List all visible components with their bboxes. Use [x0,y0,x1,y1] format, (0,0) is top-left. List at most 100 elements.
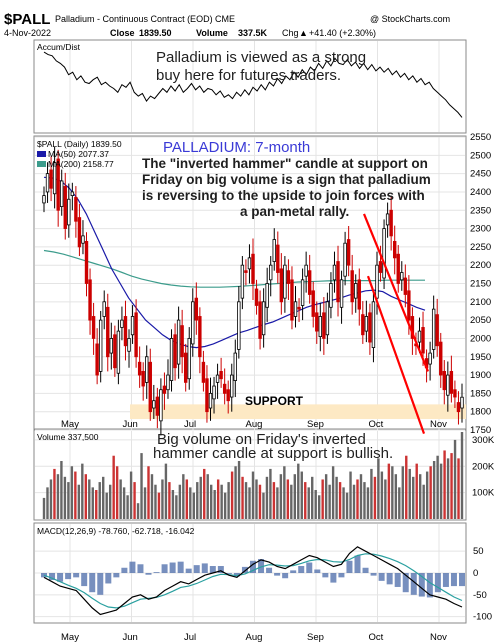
price-legend: $PALL (Daily) 1839.50 [37,139,122,149]
volume-bar [276,487,279,519]
close-value: 1839.50 [139,28,172,38]
candle-body [240,264,245,299]
macd-histogram-bar [386,573,393,585]
volume-bar [140,453,143,519]
volume-bar [457,458,460,519]
x-tick-label-bottom: Aug [246,632,263,643]
macd-histogram-bar [57,573,64,582]
candle-body [371,301,376,348]
candle-body [98,319,103,372]
candle-body [361,314,365,336]
change-label: Chg [282,28,299,38]
volume-bar [394,474,398,519]
accum-dist-legend: Accum/Dist [37,42,81,52]
candle-body [315,312,319,332]
macd-histogram-bar [137,564,144,573]
candle-body [304,264,308,277]
x-tick-label-bottom: Jul [184,632,196,643]
volume-bar [213,490,216,519]
candle-body [446,374,450,396]
downtrend-lower-line [366,275,426,435]
macd-histogram-bar [161,564,168,573]
macd-histogram-bar [81,573,88,587]
candle-body [166,374,170,391]
volume-bar [460,432,464,519]
macd-histogram-bar [274,573,281,576]
volume-bar [384,479,387,519]
accum-dist-panel [33,39,467,134]
candle-body [81,235,85,244]
accum-annotation-line-1: Palladium is viewed as a strong [156,49,366,66]
macd-histogram-bar [169,562,176,573]
volume-bar [119,479,122,519]
volume-bar [216,479,220,519]
candle-body [382,228,386,279]
candle-body [56,158,60,211]
x-tick-label-price: Nov [430,419,447,430]
volume-bar [164,463,168,519]
ma200-legend: MA(200) 2158.77 [48,159,114,169]
volume-bar [46,487,49,519]
volume-bar [321,479,324,519]
volume-annotation-line-2: hammer candle at support is bullish. [153,445,393,462]
volume-bar [307,487,310,519]
candle-body [120,319,124,328]
price-tick-label: 2100 [470,297,491,308]
candle-body [148,361,152,413]
price-tick-label: 2000 [470,333,491,344]
ma200-legend-swatch [37,161,46,167]
candle-body [74,197,78,222]
candle-body [329,283,333,308]
macd-histogram-bar [241,566,248,573]
volume-bar [439,463,443,519]
candle-body [449,370,454,394]
price-tick-label: 2200 [470,260,491,271]
candle-body [169,338,174,381]
close-label: Close [110,28,135,38]
volume-bar [279,474,283,519]
volume-bar [49,479,53,519]
volume-bar [60,461,63,519]
candle-body [307,270,312,295]
candle-body [198,316,202,358]
volume-bar [377,458,380,519]
candle-body [45,173,50,193]
price-tick-label: 1800 [470,407,491,418]
candle-body [276,244,280,273]
volume-bar [77,484,81,519]
price-tick-label: 2450 [470,169,491,180]
volume-bar [67,482,70,519]
volume-bar [74,471,77,519]
change-value: +41.40 (+2.30%) [309,28,376,38]
candle-body [336,261,340,303]
ma50-legend: MA(50) 2077.37 [48,149,109,159]
candle-body [417,330,422,343]
volume-bar [401,466,404,519]
candle-body [279,268,284,303]
macd-histogram-bar [113,573,120,578]
volume-bar [314,490,317,519]
x-tick-label-price: Oct [369,419,384,430]
volume-bar [324,474,328,519]
volume-bar [115,466,119,519]
candle-body [428,352,432,365]
candle-body [113,334,117,369]
macd-histogram-bar [450,573,457,587]
volume-bar [370,468,373,519]
candle-body [49,169,53,189]
volume-bar [391,466,394,519]
candle-body [290,279,294,321]
candle-body [265,283,269,308]
candle-body [339,279,344,308]
support-label: SUPPORT [245,394,304,408]
macd-histogram-bar [314,569,321,573]
volume-bar [338,482,342,519]
candle-body [460,396,464,409]
candle-body [368,312,372,343]
volume-bar [446,458,450,519]
price-tick-label: 2150 [470,279,491,290]
candle-body [63,186,67,229]
volume-bar [366,487,370,519]
volume-bar [98,482,101,519]
macd-histogram-bar [402,573,409,593]
